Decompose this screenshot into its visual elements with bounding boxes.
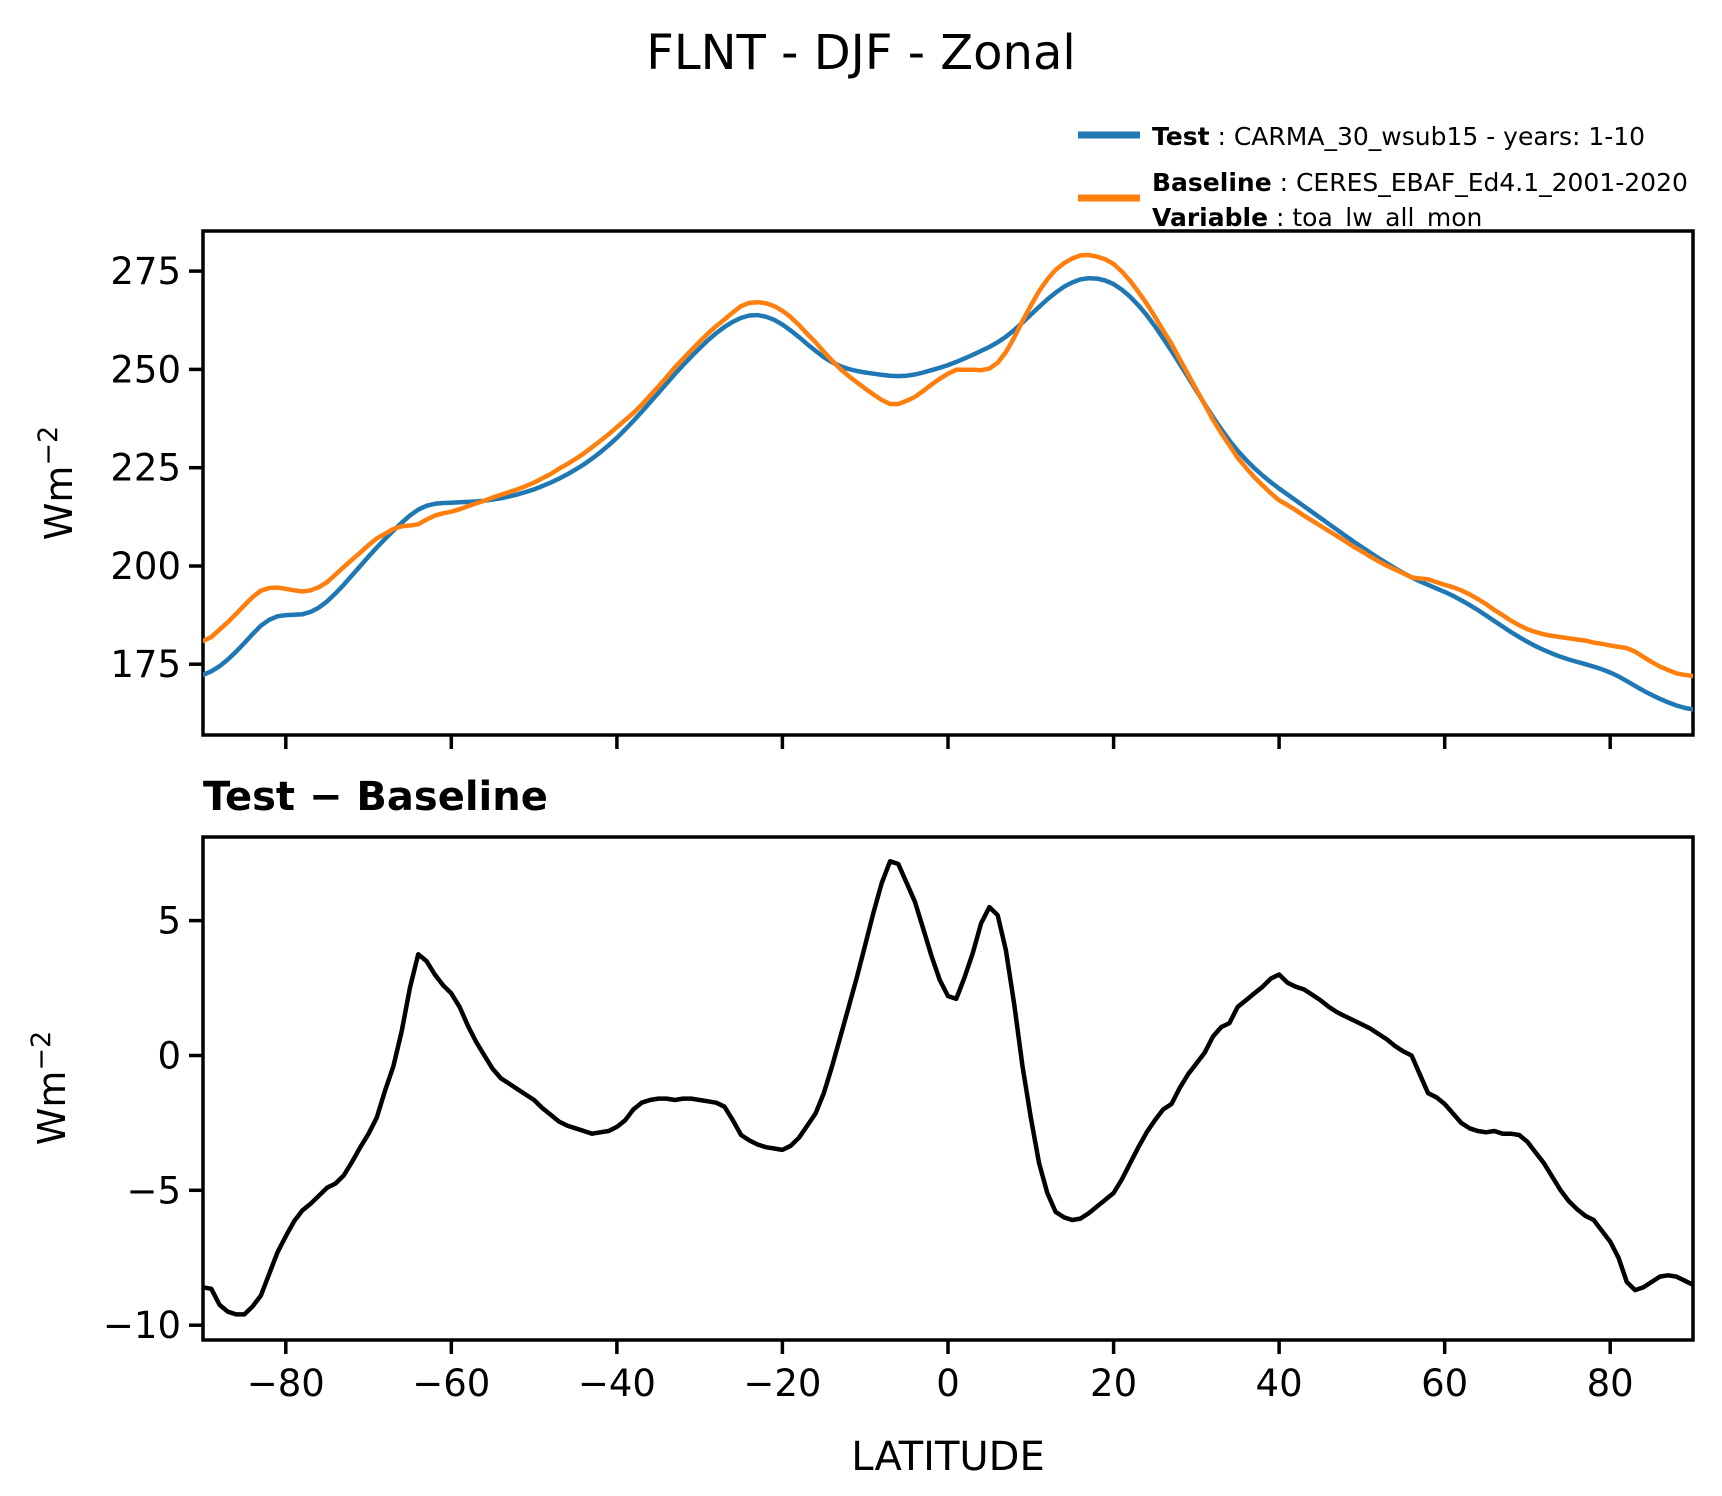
top-panel: 175 200 225 250 275 Wm−2 <box>33 229 1695 749</box>
series-path-test-minus-baseline <box>203 859 1693 1317</box>
y-tick-label: −10 <box>103 1304 181 1347</box>
top-axes-box <box>201 229 1695 737</box>
y-tick-label: 250 <box>110 348 181 391</box>
x-axis-label: LATITUDE <box>851 1434 1044 1480</box>
top-ticks <box>189 269 1612 749</box>
x-tick-label: −20 <box>743 1362 821 1405</box>
legend-label-test: Test : CARMA_30_wsub15 - years: 1-10 <box>1152 122 1645 151</box>
y-tick-label: 275 <box>110 250 181 293</box>
series-path-baseline <box>203 252 1693 679</box>
bottom-axes-box <box>201 835 1695 1342</box>
y-tick-label: 175 <box>110 643 181 686</box>
y-tick-label: 225 <box>110 447 181 490</box>
x-tick-label: 20 <box>1090 1362 1137 1405</box>
y-tick-label: 200 <box>110 545 181 588</box>
y-tick-label: 5 <box>157 900 181 943</box>
bottom-y-axis-label: Wm−2 <box>26 1031 74 1145</box>
x-tick-label: 0 <box>936 1362 960 1405</box>
y-tick-label: 0 <box>157 1035 181 1078</box>
bottom-panel-title: Test − Baseline <box>203 774 548 820</box>
bottom-curves <box>203 859 1693 1317</box>
bottom-tick-labels: −80 −60 −40 −20 0 20 40 60 80 5 0 −5 −10 <box>103 900 1634 1405</box>
x-tick-label: −60 <box>412 1362 490 1405</box>
top-curves <box>203 252 1693 712</box>
legend: Test : CARMA_30_wsub15 - years: 1-10 Bas… <box>1078 122 1688 232</box>
bottom-panel: Test − Baseline −80 −60 −40 −20 0 20 40 60 8050−… <box>26 774 1695 1480</box>
y-tick-label: −5 <box>126 1169 181 1212</box>
x-tick-label: −80 <box>247 1362 325 1405</box>
top-tick-labels: 175 200 225 250 275 <box>110 250 181 686</box>
x-tick-label: 80 <box>1587 1362 1634 1405</box>
legend-label-baseline: Baseline : CERES_EBAF_Ed4.1_2001-2020 <box>1152 168 1688 197</box>
series-path-test <box>203 275 1693 712</box>
top-y-axis-label: Wm−2 <box>33 426 81 540</box>
x-tick-label: −40 <box>578 1362 656 1405</box>
x-tick-label: 40 <box>1256 1362 1303 1405</box>
legend-label-variable: Variable : toa_lw_all_mon <box>1152 203 1482 232</box>
figure-title: FLNT - DJF - Zonal <box>646 25 1075 81</box>
bottom-ticks <box>189 918 1612 1354</box>
x-tick-label: 60 <box>1421 1362 1468 1405</box>
